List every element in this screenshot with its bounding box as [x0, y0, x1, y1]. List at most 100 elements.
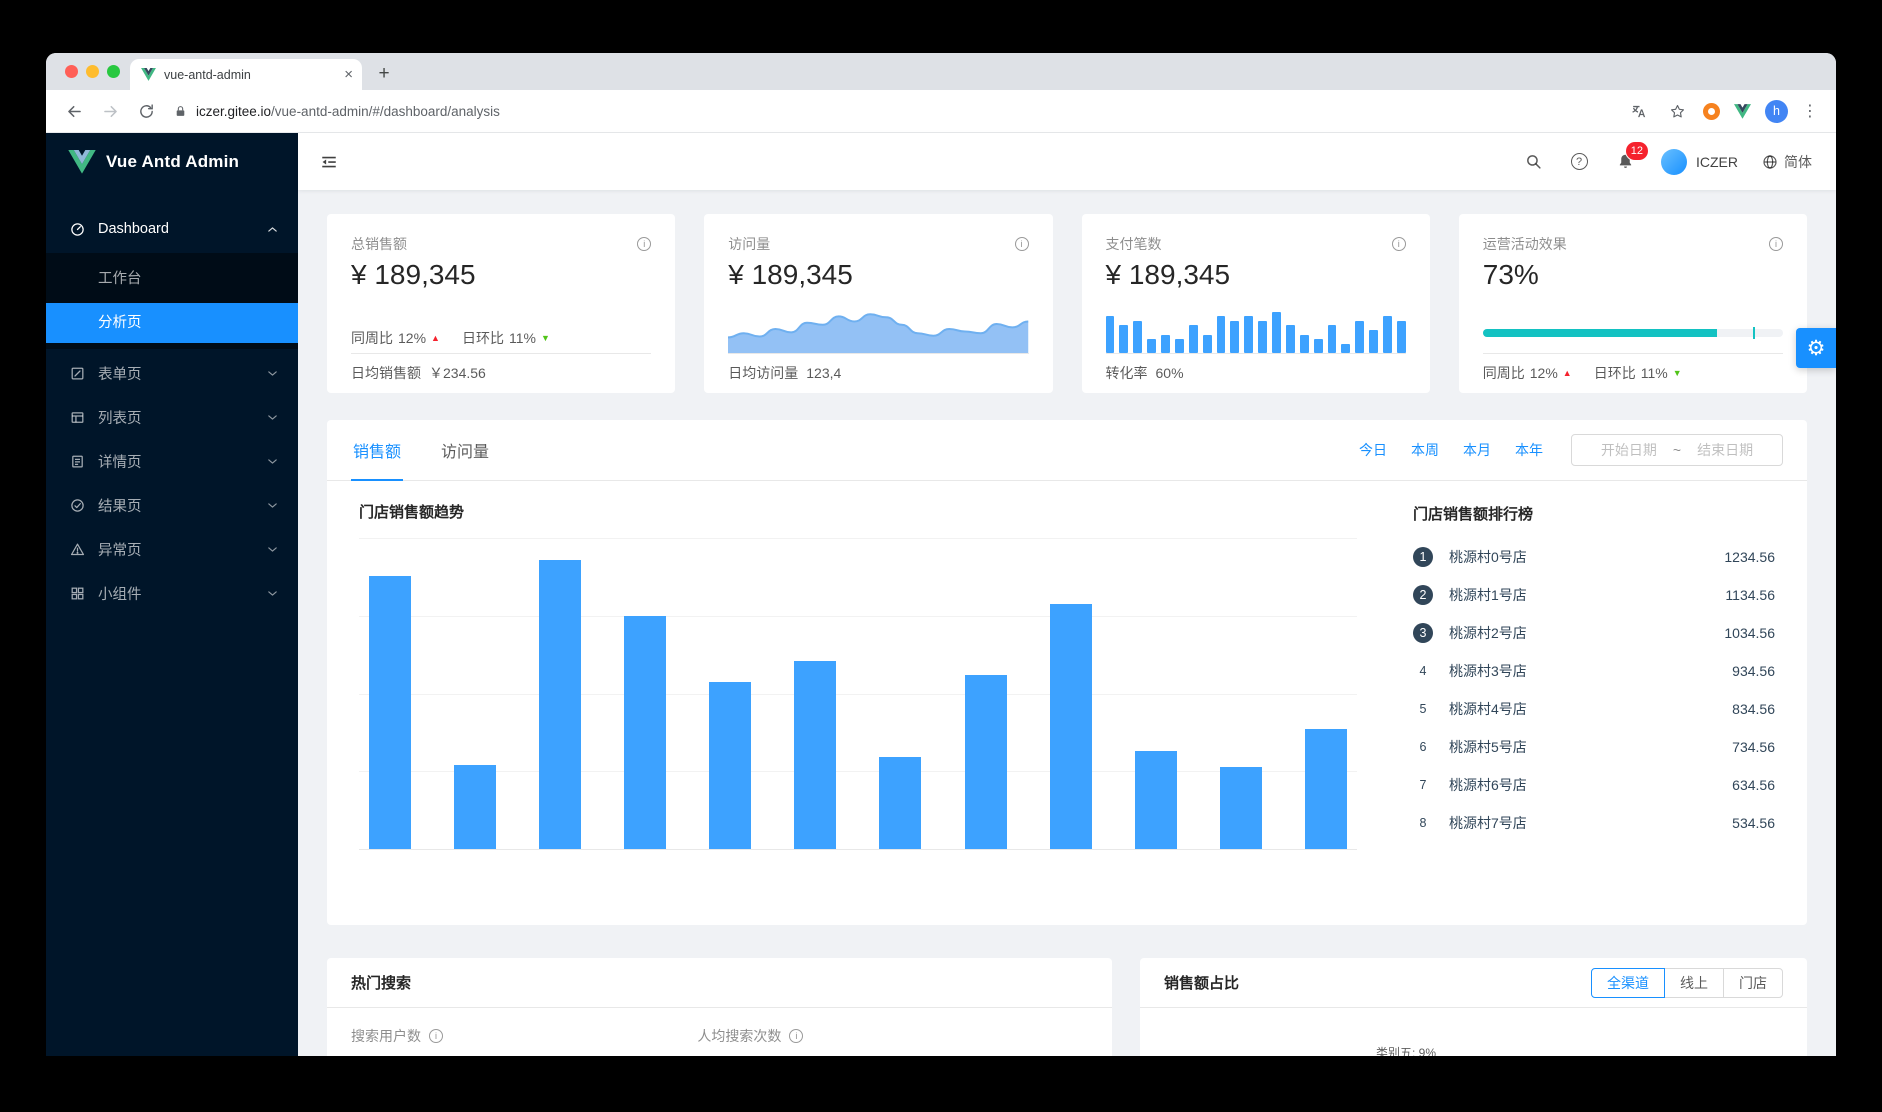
search-icon[interactable]	[1513, 142, 1553, 182]
info-icon[interactable]: i	[429, 1029, 443, 1043]
minimize-window-button[interactable]	[86, 65, 99, 78]
header-actions: ? 12 ICZER 简体	[1513, 141, 1836, 182]
settings-gear-button[interactable]: ⚙	[1796, 328, 1836, 368]
date-range-picker[interactable]: 开始日期 ~ 结束日期	[1571, 434, 1783, 466]
sidebar-subitem-分析页[interactable]: 分析页	[46, 303, 298, 343]
app-root: Vue Antd Admin Dashboard 工作台分析页表单页 列表页 详情页结…	[46, 133, 1836, 1056]
help-icon[interactable]: ?	[1559, 142, 1599, 182]
divider	[728, 353, 1029, 354]
visits-mini-area-chart	[728, 313, 1029, 353]
vue-favicon	[141, 68, 156, 81]
browser-toolbar: iczer.gitee.io/vue-antd-admin/#/dashboar…	[46, 90, 1836, 133]
gear-icon: ⚙	[1806, 336, 1826, 360]
trend-bar	[879, 757, 922, 849]
menu-fold-icon[interactable]	[298, 133, 360, 190]
shop-value: 734.56	[1732, 739, 1775, 755]
stat-card-row: 总销售额 i ¥ 189,345 同周比 12% ▲ 日环比 11% ▼ 日均销售额 ￥23…	[327, 214, 1807, 393]
sidebar-item-dashboard[interactable]: Dashboard	[46, 209, 298, 249]
maximize-window-button[interactable]	[107, 65, 120, 78]
shop-value: 834.56	[1732, 701, 1775, 717]
language-switcher[interactable]: 简体	[1754, 152, 1812, 172]
quick-filter-本年[interactable]: 本年	[1515, 442, 1543, 458]
browser-tab[interactable]: vue-antd-admin ×	[130, 59, 362, 90]
chevron-down-icon	[267, 412, 278, 423]
reload-icon[interactable]	[130, 95, 162, 127]
sidebar-item-form[interactable]: 表单页	[46, 353, 298, 393]
sidebar-item-result[interactable]: 结果页	[46, 485, 298, 525]
mini-bar	[1258, 320, 1267, 353]
tab-sales[interactable]: 销售额	[351, 420, 404, 481]
browser-menu-icon[interactable]: ⋮	[1802, 103, 1818, 120]
sidebar-item-exception[interactable]: 异常页	[46, 529, 298, 569]
shop-value: 1234.56	[1724, 549, 1775, 565]
tab-visits[interactable]: 访问量	[441, 444, 490, 461]
progress-target-marker	[1752, 327, 1755, 339]
sales-panel: 销售额 访问量 今日 本周 本月 本年 开始日期 ~ 结束日期	[327, 420, 1807, 925]
hot-search-title: 热门搜索	[351, 975, 412, 992]
mini-bar	[1147, 339, 1156, 353]
sidebar-subitem-工作台[interactable]: 工作台	[98, 271, 142, 287]
username: ICZER	[1696, 153, 1738, 170]
mini-bar	[1313, 339, 1323, 353]
rank-number: 1	[1413, 547, 1433, 567]
sidebar-item-label: Dashboard	[98, 221, 169, 237]
ranking-item: 5 桃源村4号店 834.56	[1413, 690, 1775, 728]
mini-bar	[1369, 330, 1378, 353]
app-logo[interactable]: Vue Antd Admin	[46, 133, 298, 191]
app-title: Vue Antd Admin	[106, 152, 240, 171]
mini-bar	[1341, 343, 1351, 353]
user-menu[interactable]: ICZER	[1651, 148, 1748, 175]
trend-bar	[1304, 729, 1347, 849]
sales-tabs: 销售额 访问量	[351, 420, 491, 481]
trend-chart-title: 门店销售额趋势	[359, 504, 465, 521]
shop-name: 桃源村4号店	[1449, 701, 1527, 717]
tab-close-icon[interactable]: ×	[344, 66, 353, 83]
back-icon[interactable]	[58, 95, 90, 127]
translate-icon[interactable]	[1627, 99, 1651, 123]
sidebar-item-list[interactable]: 列表页	[46, 397, 298, 437]
extension-icon-orange[interactable]	[1703, 102, 1720, 120]
sidebar-item-widgets[interactable]: 小组件	[46, 573, 298, 613]
stat-card-total-sales: 总销售额 i ¥ 189,345 同周比 12% ▲ 日环比 11% ▼ 日均销售额 ￥23…	[327, 214, 676, 393]
chevron-down-icon	[267, 588, 278, 599]
rank-number: 6	[1419, 740, 1427, 754]
chart-gridline	[359, 771, 1357, 773]
sidebar-item-label: 异常页	[98, 542, 142, 559]
mini-bar	[1133, 320, 1143, 353]
chart-gridline	[359, 615, 1357, 617]
trend-indicators: 同周比 12% ▲ 日环比 11% ▼	[1482, 365, 1682, 381]
mini-bar	[1355, 320, 1365, 353]
channel-filter-线上[interactable]: 线上	[1664, 967, 1724, 998]
caret-down-icon: ▼	[540, 332, 550, 343]
new-tab-button[interactable]: +	[378, 63, 390, 84]
quick-filter-今日[interactable]: 今日	[1359, 442, 1387, 458]
rank-number: 5	[1419, 702, 1427, 716]
shop-value: 534.56	[1732, 815, 1775, 831]
channel-filter-全渠道[interactable]: 全渠道	[1591, 967, 1665, 998]
info-icon[interactable]: i	[637, 237, 652, 251]
close-window-button[interactable]	[65, 65, 78, 78]
quick-filter-本月[interactable]: 本月	[1463, 442, 1491, 458]
info-icon[interactable]: i	[1391, 237, 1406, 251]
info-icon[interactable]: i	[1769, 237, 1783, 251]
profile-icon	[70, 454, 87, 469]
main-area: ? 12 ICZER 简体	[298, 133, 1836, 1056]
info-icon[interactable]: i	[789, 1029, 804, 1043]
form-icon	[70, 366, 87, 381]
quick-filter-本周[interactable]: 本周	[1411, 442, 1439, 458]
sidebar-item-detail[interactable]: 详情页	[46, 441, 298, 481]
sidebar-menu: Dashboard 工作台分析页表单页 列表页 详情页 结果页异常页小组件	[46, 191, 298, 613]
channel-filter-门店[interactable]: 门店	[1723, 967, 1783, 998]
vue-extension-icon[interactable]	[1734, 103, 1751, 119]
address-bar[interactable]: iczer.gitee.io/vue-antd-admin/#/dashboar…	[174, 104, 1623, 119]
bookmark-star-icon[interactable]	[1665, 99, 1689, 123]
notification-bell-icon[interactable]: 12	[1605, 141, 1648, 182]
chevron-down-icon	[267, 456, 278, 467]
forward-icon[interactable]	[94, 95, 126, 127]
trend-bar	[1219, 767, 1262, 849]
info-icon[interactable]: i	[1014, 237, 1029, 251]
dashboard-content: 总销售额 i ¥ 189,345 同周比 12% ▲ 日环比 11% ▼ 日均销售额 ￥23…	[298, 190, 1836, 1056]
browser-profile-avatar[interactable]: h	[1765, 99, 1788, 123]
